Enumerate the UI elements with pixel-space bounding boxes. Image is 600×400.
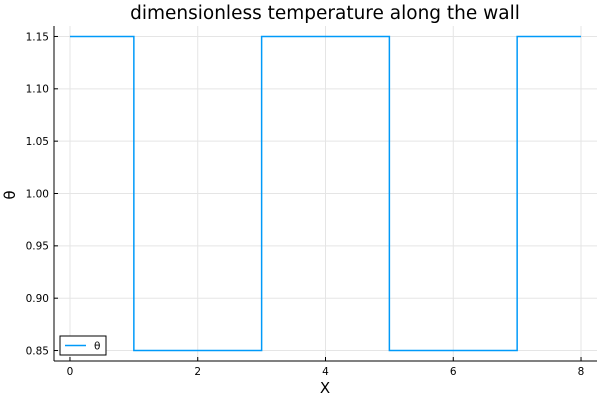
y-tick-label: 1.00 (26, 188, 49, 200)
x-tick-label: 0 (67, 366, 74, 378)
y-axis-label: θ (1, 190, 19, 199)
y-tick-label: 0.95 (26, 241, 49, 253)
legend: θ (59, 335, 107, 356)
chart-title: dimensionless temperature along the wall (130, 3, 520, 24)
y-tick-label: 1.15 (26, 31, 49, 43)
y-tick-label: 1.10 (26, 84, 49, 96)
x-ticks: 0 2 4 6 8 (67, 357, 585, 378)
x-tick-label: 2 (194, 366, 201, 378)
x-tick-label: 6 (450, 366, 457, 378)
y-ticks: 0.85 0.90 0.95 1.00 1.05 1.10 1.15 (26, 31, 58, 357)
x-tick-label: 8 (578, 366, 585, 378)
y-tick-label: 0.85 (26, 345, 49, 357)
legend-label: θ (94, 341, 100, 353)
grid (54, 26, 597, 361)
y-tick-label: 1.05 (26, 136, 49, 148)
series-line-theta (69, 35, 582, 352)
y-tick-label: 0.90 (26, 293, 49, 305)
series-layer (69, 35, 582, 352)
x-axis-label: X (320, 379, 330, 397)
x-tick-label: 4 (322, 366, 329, 378)
